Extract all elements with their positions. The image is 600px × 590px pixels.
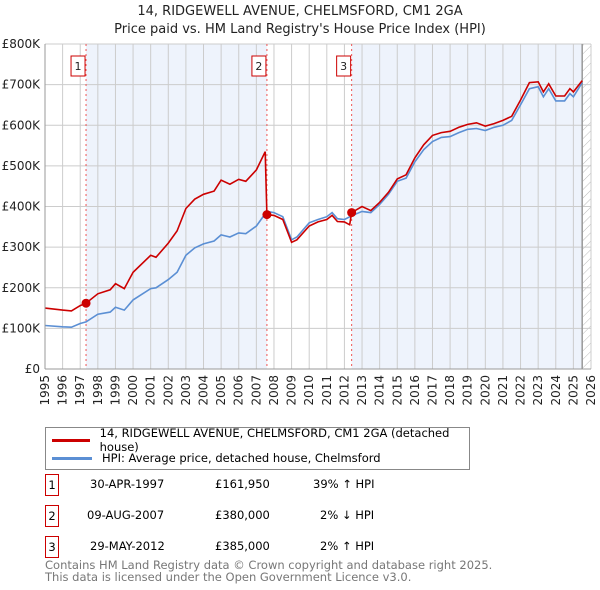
transaction-number: 2 xyxy=(45,505,59,527)
legend: 14, RIDGEWELL AVENUE, CHELMSFORD, CM1 2G… xyxy=(45,426,470,470)
legend-hpi-label: HPI: Average price, detached house, Chel… xyxy=(102,451,381,465)
x-tick-label: 2010 xyxy=(302,375,316,406)
x-tick-label: 2012 xyxy=(337,375,351,406)
x-tick-label: 2007 xyxy=(249,375,263,406)
x-tick-label: 2014 xyxy=(373,375,387,406)
legend-item-hpi: HPI: Average price, detached house, Chel… xyxy=(52,450,381,466)
transaction-row: 3 29-MAY-2012 £385,000 2% ↑ HPI xyxy=(45,536,545,558)
sale-label-box xyxy=(70,55,86,77)
legend-item-price: 14, RIDGEWELL AVENUE, CHELMSFORD, CM1 2G… xyxy=(52,426,469,454)
x-tick-label: 2023 xyxy=(531,375,545,406)
transaction-price: £385,000 xyxy=(215,539,270,553)
sale-label-box xyxy=(251,55,267,77)
x-tick-label: 2025 xyxy=(566,375,580,406)
sale-label-number: 2 xyxy=(255,60,262,73)
x-tick-label: 2009 xyxy=(285,375,299,406)
footer: Contains HM Land Registry data © Crown c… xyxy=(45,558,493,584)
x-tick-label: 2002 xyxy=(161,375,175,406)
transaction-hpi: 2% ↓ HPI xyxy=(320,508,375,522)
x-tick-label: 1996 xyxy=(56,375,70,406)
transaction-date: 09-AUG-2007 xyxy=(87,508,165,522)
chart-title: 14, RIDGEWELL AVENUE, CHELMSFORD, CM1 2G… xyxy=(137,4,463,19)
x-tick-label: 2021 xyxy=(496,375,510,406)
x-tick-label: 2001 xyxy=(144,375,158,406)
sale-point xyxy=(262,210,272,220)
transaction-number: 1 xyxy=(45,474,59,496)
x-tick-label: 1999 xyxy=(108,375,122,406)
x-tick-label: 1998 xyxy=(91,375,105,406)
y-tick-label: £100K xyxy=(2,321,42,335)
transaction-price: £161,950 xyxy=(215,477,270,491)
x-tick-label: 2016 xyxy=(408,375,422,406)
legend-price-label: 14, RIDGEWELL AVENUE, CHELMSFORD, CM1 2G… xyxy=(99,426,450,454)
sale-point xyxy=(81,298,91,308)
x-tick-label: 2024 xyxy=(549,375,563,406)
y-tick-label: £400K xyxy=(2,200,42,214)
transaction-date: 30-APR-1997 xyxy=(90,477,165,491)
footer-licence: This data is licensed under the Open Gov… xyxy=(45,569,412,584)
y-tick-label: £500K xyxy=(2,159,42,173)
x-tick-label: 2013 xyxy=(355,375,369,406)
transaction-row: 1 30-APR-1997 £161,950 39% ↑ HPI xyxy=(45,474,545,496)
x-tick-label: 2015 xyxy=(390,375,404,406)
footer-copyright: Contains HM Land Registry data © Crown c… xyxy=(45,558,493,572)
price-chart: 1 2 3 £0 £100K £200K £300K £400K £500K £600K £700K… xyxy=(2,37,598,406)
x-tick-label: 2003 xyxy=(179,375,193,406)
x-tick-label: 2018 xyxy=(443,375,457,406)
y-tick-label: £700K xyxy=(2,78,42,92)
transaction-price: £380,000 xyxy=(215,508,270,522)
transaction-number: 3 xyxy=(45,536,59,558)
x-tick-label: 2000 xyxy=(126,375,140,406)
sale-label-number: 3 xyxy=(340,60,347,73)
hpi-line xyxy=(44,82,583,329)
price-line xyxy=(44,80,583,312)
x-tick-label: 2004 xyxy=(197,375,211,406)
red-line-swatch xyxy=(52,438,90,442)
x-tick-label: 2005 xyxy=(214,375,228,406)
x-tick-label: 2019 xyxy=(461,375,475,406)
sale-point xyxy=(347,208,357,218)
x-tick-label: 2020 xyxy=(478,375,492,406)
transaction-row: 2 09-AUG-2007 £380,000 2% ↓ HPI xyxy=(45,505,545,527)
x-tick-label: 2022 xyxy=(514,375,528,406)
transaction-hpi: 39% ↑ HPI xyxy=(313,477,375,491)
y-tick-label: £600K xyxy=(2,118,42,132)
x-tick-label: 1997 xyxy=(73,375,87,406)
y-tick-label: £0 xyxy=(25,362,40,376)
sale-label-number: 1 xyxy=(75,60,82,73)
x-tick-label: 2026 xyxy=(584,375,598,406)
x-tick-label: 2008 xyxy=(267,375,281,406)
y-tick-label: £200K xyxy=(2,281,42,295)
y-tick-label: £300K xyxy=(2,240,42,254)
x-tick-label: 2011 xyxy=(320,375,334,406)
x-tick-label: 2017 xyxy=(425,375,439,406)
x-tick-label: 1995 xyxy=(38,375,52,406)
x-tick-label: 2006 xyxy=(232,375,246,406)
transaction-hpi: 2% ↑ HPI xyxy=(320,539,375,553)
y-tick-label: £800K xyxy=(2,37,42,51)
sale-label-box xyxy=(336,55,352,77)
blue-line-swatch xyxy=(52,456,92,460)
chart-subtitle: Price paid vs. HM Land Registry's House … xyxy=(114,22,486,37)
transaction-date: 29-MAY-2012 xyxy=(90,539,165,553)
